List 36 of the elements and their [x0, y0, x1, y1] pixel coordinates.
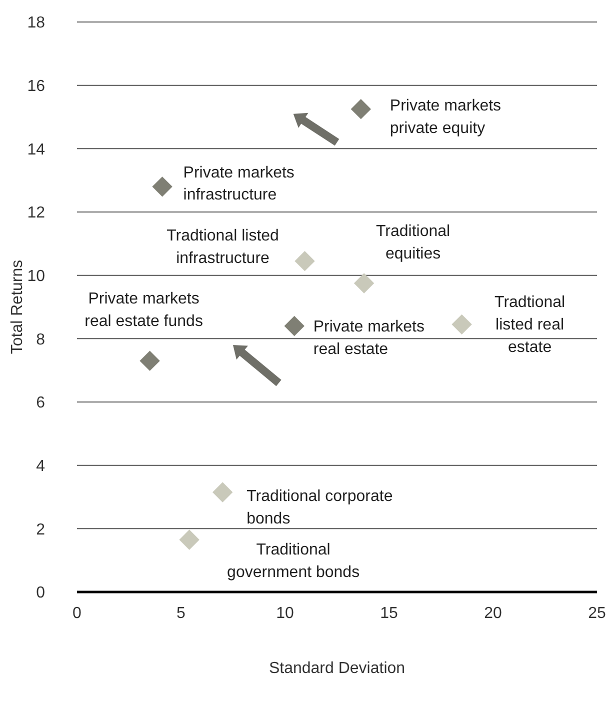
- point: [284, 316, 304, 336]
- annotation: Private markets private equity: [390, 98, 502, 138]
- y-axis-title: Total Returns: [9, 260, 26, 354]
- y-tick-label: 10: [27, 268, 46, 285]
- point: [140, 350, 160, 371]
- x-tick-label: 5: [176, 605, 186, 622]
- point: [179, 530, 200, 550]
- point: [452, 314, 472, 335]
- y-tick-label: 8: [36, 331, 46, 348]
- point: [152, 176, 172, 197]
- y-tick-label: 6: [36, 394, 46, 412]
- point: [350, 98, 372, 120]
- annotation: Tradtional listed infrastructure: [166, 228, 279, 268]
- y-tick-label: 16: [27, 78, 46, 95]
- annotation: Private markets real estate: [313, 318, 424, 358]
- x-tick-label: 25: [588, 605, 606, 622]
- y-tick-label: 4: [36, 458, 46, 475]
- annotation: Traditional government bonds: [227, 541, 360, 581]
- x-tick-label: 10: [276, 605, 294, 622]
- point: [212, 482, 233, 502]
- x-tick-label: 20: [484, 605, 502, 622]
- x-tick-label: 15: [380, 605, 398, 622]
- point: [294, 250, 315, 272]
- annotation: Traditional equities: [376, 222, 450, 262]
- annotation: Tradtional listed real estate: [494, 294, 566, 356]
- x-tick-label: 0: [72, 605, 82, 622]
- y-tick-label: 0: [36, 584, 46, 602]
- x-axis-title: Standard Deviation: [268, 660, 406, 677]
- annotation: Private markets infrastructure: [183, 164, 294, 204]
- annotation: Traditional corporate bonds: [246, 488, 393, 528]
- y-tick-label: 18: [27, 14, 46, 32]
- y-tick-label: 12: [27, 204, 46, 222]
- y-tick-label: 2: [36, 521, 46, 538]
- point: [354, 273, 374, 294]
- y-tick-label: 14: [27, 141, 46, 158]
- annotation: Private markets real estate funds: [84, 290, 203, 330]
